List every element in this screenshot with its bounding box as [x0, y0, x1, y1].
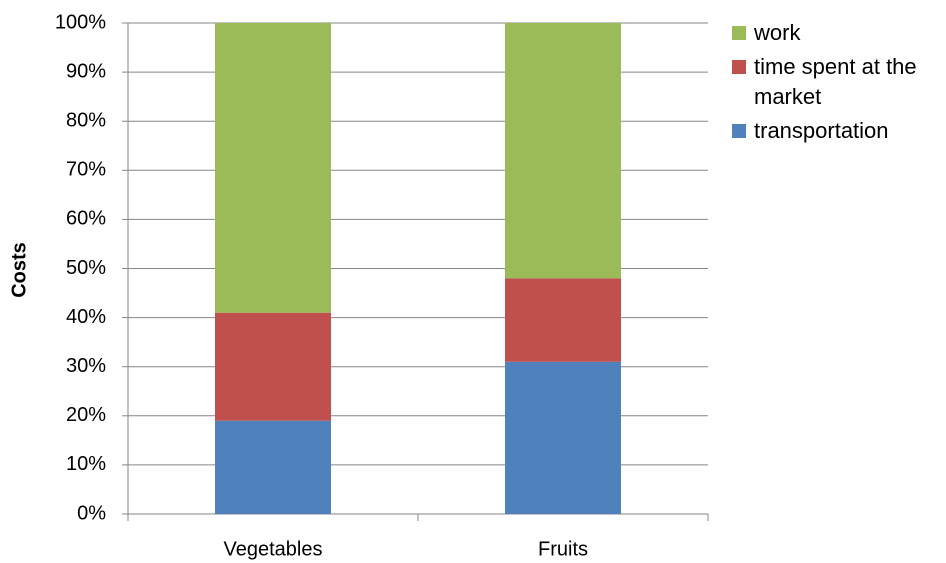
- bar-segment: [505, 23, 621, 279]
- x-tick-label: Fruits: [538, 538, 588, 560]
- y-tick-label: 0%: [77, 502, 106, 524]
- y-tick-label: 10%: [66, 453, 106, 475]
- y-tick-label: 90%: [66, 60, 106, 82]
- legend-item: time spent at the market: [732, 52, 942, 112]
- y-tick-label: 40%: [66, 306, 106, 328]
- y-tick-label: 30%: [66, 355, 106, 377]
- y-tick-label: 20%: [66, 404, 106, 426]
- y-tick-label: 80%: [66, 109, 106, 131]
- y-tick-label: 70%: [66, 159, 106, 181]
- legend-label: work: [754, 20, 801, 45]
- bar-segment: [215, 420, 331, 514]
- legend-swatch: [732, 124, 746, 138]
- bar-segment: [505, 361, 621, 514]
- y-tick-label: 60%: [66, 208, 106, 230]
- legend-swatch: [732, 26, 746, 40]
- legend: work time spent at the market transportati…: [732, 18, 942, 150]
- legend-label: time spent at the market: [754, 54, 917, 109]
- bar-segment: [215, 312, 331, 421]
- y-tick-label: 100%: [55, 11, 106, 33]
- bar-segment: [215, 23, 331, 313]
- legend-swatch: [732, 60, 746, 74]
- y-tick-label: 50%: [66, 257, 106, 279]
- bar-segment: [505, 278, 621, 362]
- legend-item: work: [732, 18, 942, 48]
- x-tick-label: Vegetables: [224, 538, 323, 560]
- legend-item: transportation: [732, 116, 942, 146]
- legend-label: transportation: [754, 118, 889, 143]
- y-axis-label: Costs: [8, 242, 30, 298]
